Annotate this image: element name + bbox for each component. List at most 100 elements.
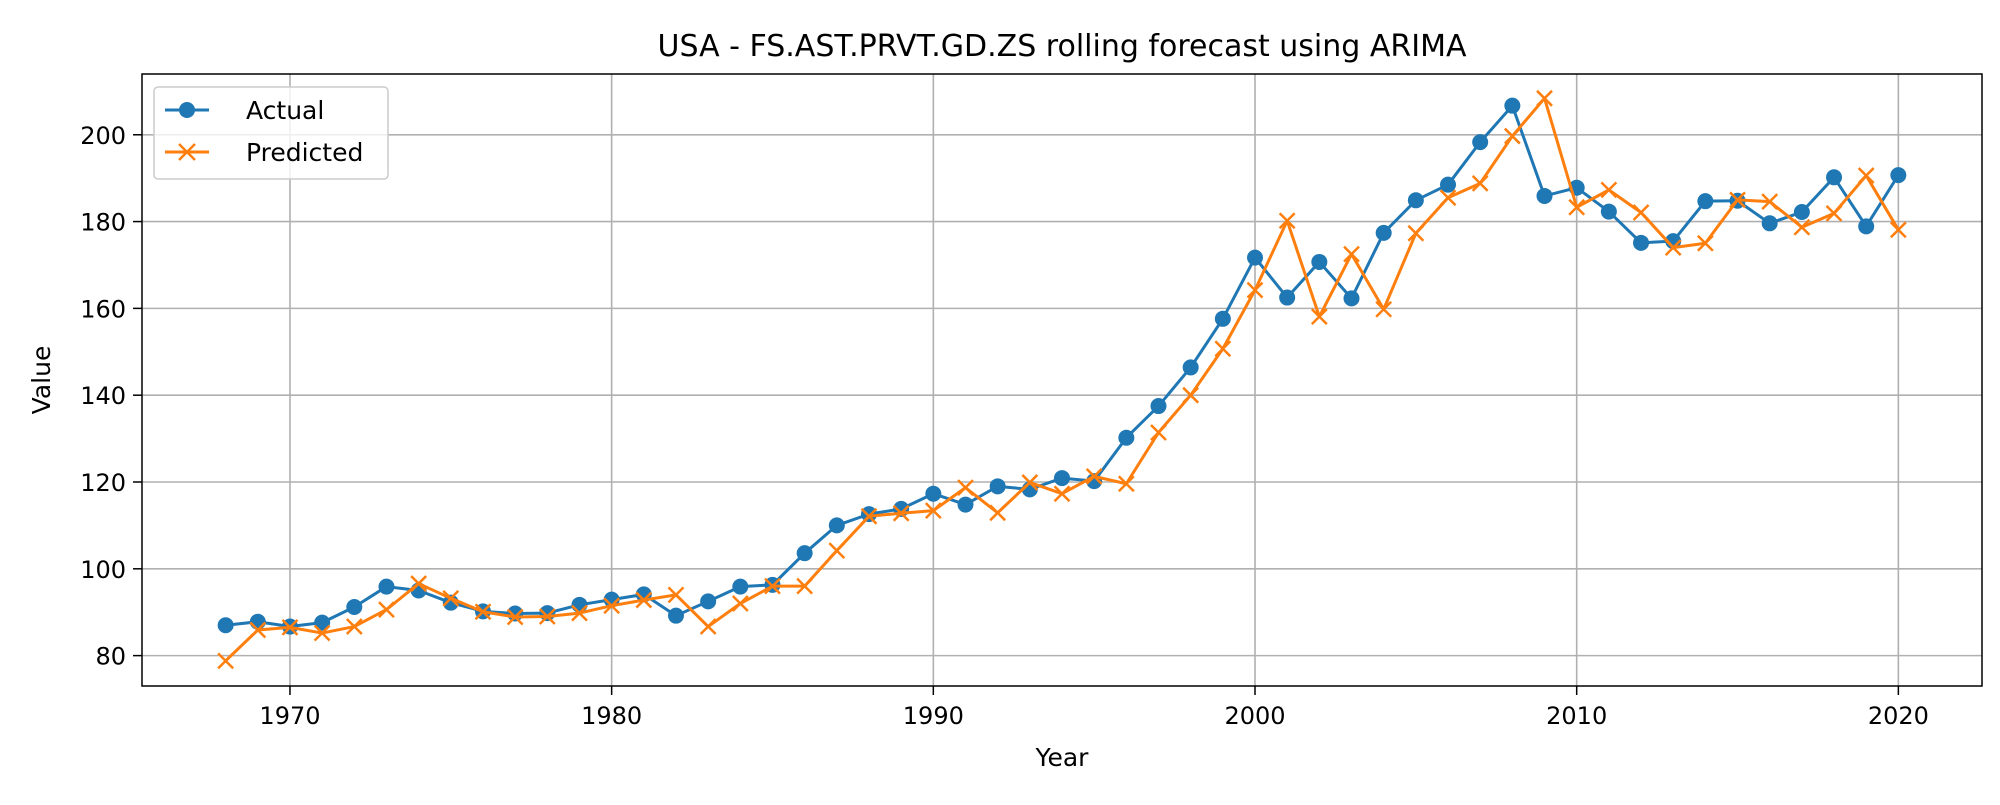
legend-actual-label: Actual	[246, 96, 324, 125]
predicted-point	[1085, 467, 1103, 485]
actual-point	[1150, 398, 1167, 415]
predicted-point	[796, 577, 814, 595]
actual-point	[1890, 167, 1907, 184]
predicted-point	[731, 595, 749, 612]
grid-lines	[142, 74, 1982, 686]
axis-ticks: 1970 1980 1990 2000 2010 2020 80 100 120 140 160 18…	[80, 122, 1929, 730]
predicted-point	[1793, 218, 1811, 236]
actual-point	[1826, 169, 1843, 186]
actual-point	[314, 614, 331, 631]
predicted-point	[1825, 204, 1843, 222]
actual-point	[1858, 218, 1875, 235]
predicted-point	[1214, 340, 1232, 358]
actual-point	[828, 517, 845, 534]
actual-point	[1600, 203, 1617, 220]
predicted-point	[603, 597, 621, 615]
predicted-point	[1503, 127, 1521, 145]
x-tick-label: 2000	[1224, 702, 1285, 730]
predicted-point	[924, 502, 942, 520]
series-actual	[217, 97, 1907, 635]
predicted-point	[764, 577, 781, 595]
x-tick-label: 2020	[1868, 702, 1929, 730]
legend-box	[153, 86, 389, 180]
predicted-point	[410, 575, 428, 592]
actual-point	[989, 478, 1006, 495]
predicted-point	[1053, 485, 1071, 503]
actual-point	[249, 613, 266, 630]
predicted-point	[378, 601, 395, 618]
actual-point	[860, 506, 877, 523]
actual-point	[1118, 429, 1135, 446]
predicted-point	[1182, 386, 1200, 404]
series-layer	[217, 89, 1907, 670]
actual-point	[1375, 224, 1392, 241]
actual-point	[1279, 289, 1296, 306]
actual-point	[1536, 187, 1553, 204]
predicted-point	[1310, 308, 1328, 326]
predicted-point	[1150, 424, 1167, 441]
legend: Actual Predicted	[153, 86, 389, 180]
actual-point	[700, 593, 717, 610]
y-tick-label: 120	[80, 469, 126, 497]
y-tick-label: 140	[80, 382, 126, 410]
actual-point	[507, 605, 524, 622]
predicted-point	[828, 542, 846, 559]
predicted-point	[699, 618, 717, 635]
predicted-point	[1278, 212, 1296, 230]
actual-point	[217, 617, 234, 634]
actual-point	[667, 607, 684, 624]
predicted-point	[1696, 234, 1714, 252]
actual-point	[1247, 249, 1264, 266]
actual-point	[732, 578, 749, 595]
y-tick-label: 200	[80, 122, 126, 150]
predicted-point	[1761, 193, 1779, 210]
predicted-point	[892, 504, 910, 522]
predicted-point	[1407, 224, 1425, 242]
predicted-point	[1568, 198, 1586, 216]
predicted-point	[667, 586, 685, 604]
predicted-point	[1471, 174, 1489, 192]
actual-point	[925, 485, 942, 502]
predicted-point	[1536, 89, 1553, 107]
predicted-point	[1343, 245, 1360, 263]
predicted-point	[957, 479, 974, 497]
predicted-point	[281, 619, 299, 636]
y-tick-label: 100	[80, 556, 126, 584]
predicted-point	[1729, 191, 1746, 209]
actual-point	[957, 496, 974, 513]
predicted-point	[538, 608, 556, 625]
predicted-point	[1632, 204, 1650, 221]
legend-actual-marker	[179, 102, 195, 118]
actual-point	[1633, 234, 1650, 251]
actual-point	[1182, 359, 1199, 376]
x-tick-label: 1970	[259, 702, 320, 730]
predicted-point	[1600, 181, 1618, 199]
series-predicted	[217, 89, 1907, 670]
actual-point	[1214, 310, 1231, 327]
predicted-point	[635, 591, 653, 609]
legend-predicted-label: Predicted	[246, 138, 363, 167]
actual-point	[1407, 192, 1424, 209]
predicted-point	[1889, 221, 1907, 239]
actual-point	[539, 605, 556, 622]
predicted-point	[474, 603, 492, 621]
predicted-point	[1439, 189, 1457, 207]
y-axis-label: Value	[27, 346, 56, 415]
predicted-point	[249, 621, 267, 639]
x-axis-label: Year	[1035, 743, 1090, 772]
actual-point	[1793, 204, 1810, 221]
chart-title: USA - FS.AST.PRVT.GD.ZS rolling forecast…	[658, 29, 1467, 64]
y-tick-label: 180	[80, 209, 126, 237]
predicted-point	[1857, 167, 1875, 184]
actual-point	[1504, 97, 1521, 114]
x-tick-label: 1990	[903, 702, 964, 730]
predicted-point	[345, 618, 363, 635]
predicted-point	[442, 589, 460, 607]
predicted-point	[989, 504, 1007, 522]
predicted-point	[1664, 239, 1682, 257]
y-tick-label: 80	[95, 643, 126, 671]
actual-point	[1697, 193, 1714, 210]
actual-point	[1761, 215, 1778, 232]
